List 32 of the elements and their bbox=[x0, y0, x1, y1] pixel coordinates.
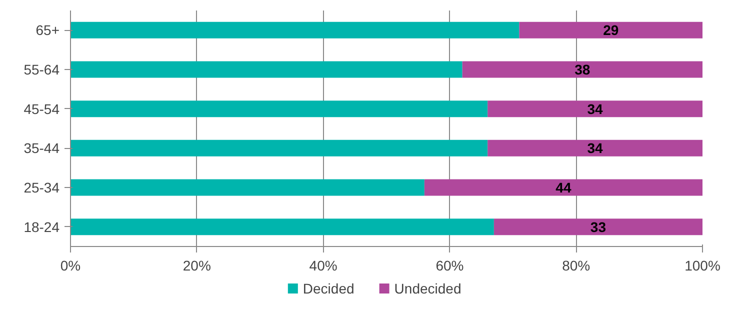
data-label: 34 bbox=[587, 100, 604, 117]
data-label: 38 bbox=[574, 62, 590, 78]
bar bbox=[70, 218, 494, 236]
bar bbox=[488, 100, 702, 118]
bar bbox=[488, 140, 702, 156]
bar bbox=[70, 22, 520, 38]
y-tick-label: 18-24 bbox=[24, 218, 60, 235]
y-tick-label: 25-34 bbox=[24, 180, 60, 196]
data-label: 33 bbox=[590, 218, 606, 235]
bar bbox=[462, 61, 702, 78]
y-tick-label: 65+ bbox=[36, 22, 60, 38]
y-tick-label: 55-64 bbox=[24, 62, 60, 78]
legend-label: Decided bbox=[302, 280, 354, 296]
x-tick-label: 20% bbox=[182, 258, 211, 274]
bar bbox=[494, 218, 702, 236]
bar bbox=[70, 61, 462, 78]
x-tick-label: 100% bbox=[684, 258, 720, 274]
data-label: 44 bbox=[556, 180, 572, 196]
bar bbox=[424, 179, 702, 196]
x-tick-label: 80% bbox=[562, 258, 590, 274]
bar bbox=[70, 179, 424, 196]
x-tick-label: 40% bbox=[309, 258, 338, 274]
x-tick-label: 60% bbox=[436, 258, 464, 274]
y-tick-label: 45-54 bbox=[24, 100, 60, 117]
x-tick-label: 0% bbox=[60, 258, 81, 274]
y-tick-label: 35-44 bbox=[24, 140, 60, 156]
bar bbox=[70, 100, 488, 118]
bar bbox=[70, 140, 488, 156]
bar bbox=[519, 22, 702, 38]
legend-label: Undecided bbox=[394, 280, 462, 296]
data-label: 29 bbox=[603, 22, 619, 38]
data-label: 34 bbox=[587, 140, 604, 156]
